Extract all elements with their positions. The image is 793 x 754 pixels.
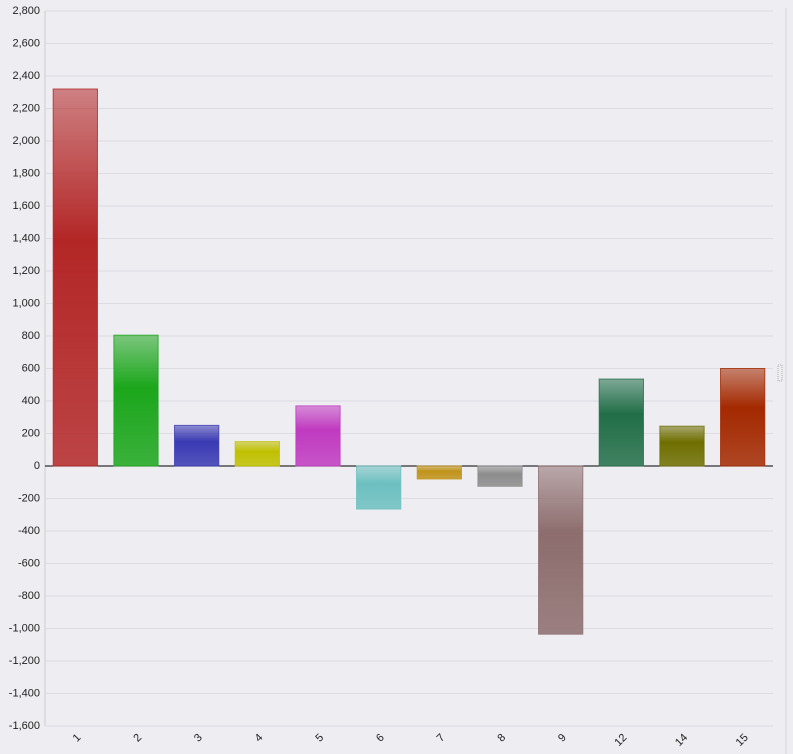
y-tick-label: 200 xyxy=(22,427,40,439)
y-tick-label: -1,600 xyxy=(9,720,40,732)
y-tick-label: 400 xyxy=(22,395,40,407)
y-tick-label: -1,200 xyxy=(9,655,40,667)
bar xyxy=(356,465,402,510)
bar xyxy=(538,465,584,635)
bar xyxy=(416,465,462,480)
y-tick-label: 0 xyxy=(34,460,40,472)
bar xyxy=(477,465,523,487)
y-tick-label: 800 xyxy=(22,330,40,342)
bar xyxy=(720,368,766,467)
bar xyxy=(174,424,220,467)
y-tick-label: 2,600 xyxy=(12,37,40,49)
y-tick-label: 2,400 xyxy=(12,70,40,82)
bar xyxy=(659,425,705,467)
y-tick-label: -1,400 xyxy=(9,687,40,699)
y-tick-label: 2,200 xyxy=(12,102,40,114)
y-tick-label: 2,800 xyxy=(12,5,40,17)
bar xyxy=(52,88,98,467)
y-tick-label: -400 xyxy=(18,525,40,537)
bar xyxy=(598,378,644,467)
y-tick-label: -600 xyxy=(18,557,40,569)
y-tick-label: 1,600 xyxy=(12,200,40,212)
bar xyxy=(295,405,341,467)
y-tick-label: 1,800 xyxy=(12,167,40,179)
y-tick-label: 1,000 xyxy=(12,297,40,309)
bar xyxy=(113,334,159,467)
y-tick-label: 600 xyxy=(22,362,40,374)
resize-handle xyxy=(777,364,783,382)
bar xyxy=(234,441,280,467)
y-tick-label: -1,000 xyxy=(9,622,40,634)
y-tick-label: 1,400 xyxy=(12,232,40,244)
y-tick-label: -200 xyxy=(18,492,40,504)
y-tick-label: 1,200 xyxy=(12,265,40,277)
y-tick-label: -800 xyxy=(18,590,40,602)
y-tick-label: 2,000 xyxy=(12,135,40,147)
